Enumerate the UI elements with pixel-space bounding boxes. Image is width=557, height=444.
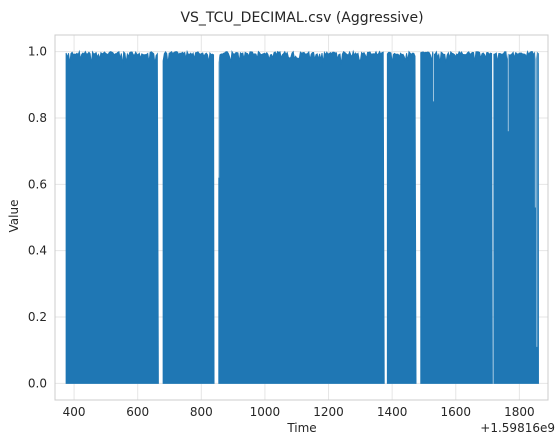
series-segment (218, 49, 385, 384)
y-tick-label: 0.8 (28, 111, 47, 125)
x-axis-ticks: 400 600 800 1000 1200 1400 1600 1800 (63, 405, 535, 419)
chart-title: VS_TCU_DECIMAL.csv (Aggressive) (180, 10, 423, 26)
plot-frame (54, 34, 549, 401)
x-tick-label: 800 (190, 405, 213, 419)
y-axis-label: Value (7, 200, 21, 233)
series-segment (65, 49, 159, 384)
x-tick-label: 600 (126, 405, 149, 419)
series-segment (386, 50, 417, 384)
y-tick-label: 1.0 (28, 45, 47, 59)
data-series (65, 49, 539, 384)
x-tick-label: 400 (63, 405, 86, 419)
series-segment (420, 50, 493, 384)
x-axis-label: Time (286, 421, 316, 435)
y-tick-label: 0.6 (28, 177, 47, 191)
y-tick-label: 0.4 (28, 244, 47, 258)
x-tick-label: 1400 (377, 405, 408, 419)
x-tick-label: 1200 (313, 405, 344, 419)
series-segment (162, 49, 215, 384)
x-axis-offset-label: +1.59816e9 (480, 421, 555, 435)
y-tick-label: 0.2 (28, 310, 47, 324)
y-axis-ticks: 0.0 0.2 0.4 0.6 0.8 1.0 (28, 45, 47, 391)
x-tick-label: 1800 (504, 405, 535, 419)
series-segment (493, 50, 539, 384)
x-tick-label: 1000 (250, 405, 281, 419)
x-tick-label: 1600 (440, 405, 471, 419)
y-tick-label: 0.0 (28, 376, 47, 390)
